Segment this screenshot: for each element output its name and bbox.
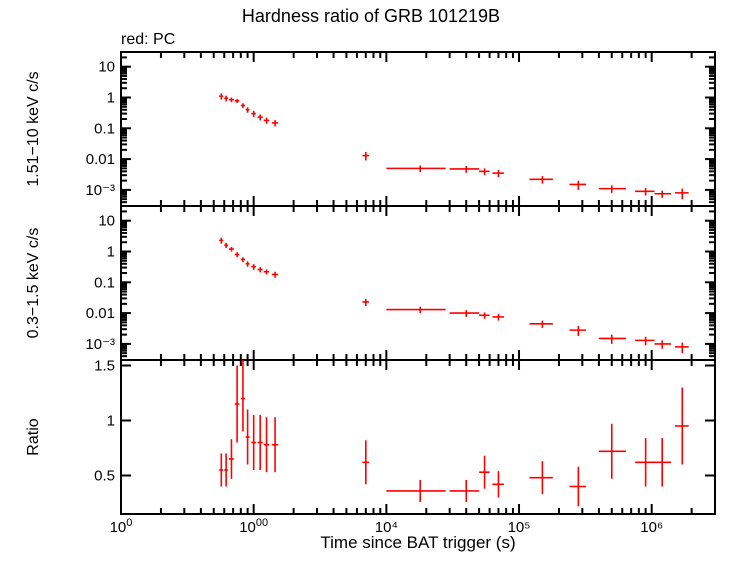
y-tick-label: 0.01 (86, 305, 115, 322)
y-tick-label: 0.5 (94, 468, 115, 485)
data-series (219, 93, 688, 199)
hardness-ratio-chart: Hardness ratio of GRB 101219B red: PC Ti… (0, 0, 742, 566)
y-tick-label: 0.01 (86, 151, 115, 168)
y-tick-label: 1.5 (94, 358, 115, 375)
x-tick-label: 10⁵ (508, 519, 531, 536)
y-tick-label: 10 (98, 213, 115, 230)
y-tick-label: 1 (107, 243, 115, 260)
y-tick-label: 0.1 (94, 274, 115, 291)
y-tick-label: 10 (98, 59, 115, 76)
x-axis-label: Time since BAT trigger (s) (320, 533, 515, 552)
x-tick-label: 1000 (239, 517, 268, 536)
y-tick-label: 10⁻³ (85, 182, 115, 199)
x-tick-label: 10⁴ (375, 519, 398, 536)
y-tick-label: 10⁻³ (85, 336, 115, 353)
y-tick-label: 0.1 (94, 120, 115, 137)
y-axis-label: 1.51−10 keV c/s (25, 71, 42, 186)
panel-2: 100 1000 10⁴ 10⁵ 10⁶ 0.5 1 1.5 Ratio (25, 358, 715, 537)
y-tick-label: 1 (107, 89, 115, 106)
panel-frame (121, 206, 715, 360)
y-tick-label: 1 (107, 413, 115, 430)
panel-frame (121, 52, 715, 206)
panel-1: 10⁻³ 0.01 0.1 1 10 0.3−1.5 keV c/s (25, 206, 715, 360)
data-series (219, 360, 688, 506)
x-tick-label: 10⁶ (640, 519, 663, 536)
y-axis-label: 0.3−1.5 keV c/s (25, 228, 42, 339)
data-series (219, 238, 688, 353)
panel-0: 10⁻³ 0.01 0.1 1 10 1.51−10 keV c/s (25, 52, 715, 206)
y-axis-label: Ratio (25, 418, 42, 455)
x-tick-label: 100 (110, 517, 133, 536)
panels-group: 10⁻³ 0.01 0.1 1 10 1.51−10 keV c/s 10⁻³ 0.01 0.1… (25, 52, 715, 536)
chart-title: Hardness ratio of GRB 101219B (242, 6, 500, 26)
legend-text: red: PC (121, 31, 175, 48)
